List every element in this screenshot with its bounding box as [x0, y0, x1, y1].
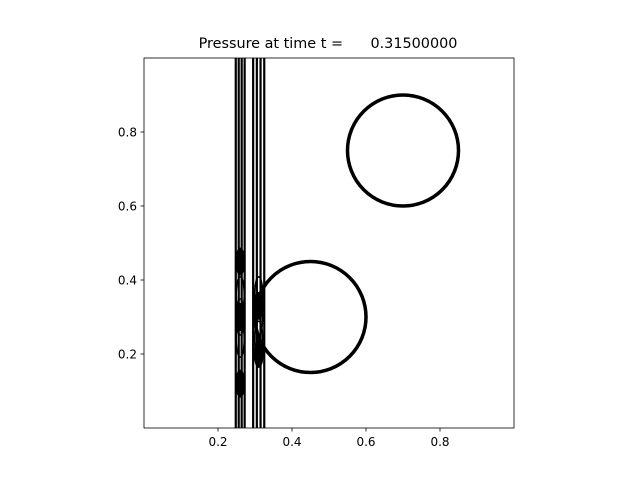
y-tick-label: 0.4 [118, 273, 137, 287]
dense-contour-region [235, 247, 246, 276]
x-tick-label: 0.4 [282, 435, 301, 449]
dense-contour-region [253, 340, 264, 368]
chart-title: Pressure at time t = 0.31500000 [199, 36, 458, 52]
dense-contour-region [235, 303, 246, 331]
obstacle-circle [345, 93, 461, 208]
plot-area [143, 57, 515, 429]
x-tick-label: 0.8 [430, 435, 449, 449]
y-tick-label: 0.6 [118, 199, 137, 213]
dense-contour-region [235, 369, 246, 398]
x-tick-label: 0.6 [356, 435, 375, 449]
x-axis: 0.2 0.4 0.6 0.8 [208, 428, 450, 449]
contour-layer [234, 58, 461, 428]
y-axis: 0.2 0.4 0.6 0.8 [118, 125, 144, 361]
axes-frame [143, 57, 515, 429]
plot-background [144, 58, 514, 428]
y-tick-label: 0.2 [118, 347, 137, 361]
obstacle-circle [253, 259, 368, 375]
x-tick-label: 0.2 [208, 435, 227, 449]
y-tick-label: 0.8 [118, 125, 137, 139]
